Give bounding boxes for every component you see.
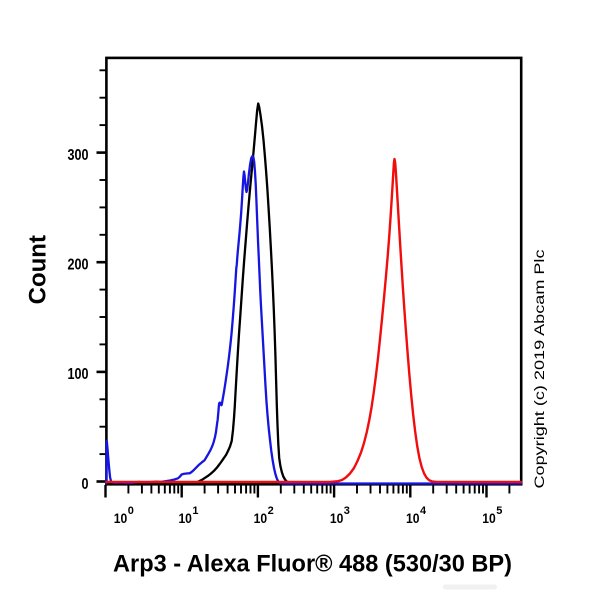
- svg-text:1: 1: [192, 505, 198, 517]
- svg-text:5: 5: [496, 505, 502, 517]
- svg-text:200: 200: [68, 257, 89, 274]
- svg-text:0: 0: [128, 505, 134, 517]
- svg-text:10: 10: [330, 511, 344, 526]
- svg-text:10: 10: [114, 511, 128, 526]
- svg-text:10: 10: [254, 511, 268, 526]
- svg-text:Arp3 - Alexa Fluor® 488 (530/3: Arp3 - Alexa Fluor® 488 (530/30 BP): [113, 551, 512, 578]
- svg-text:10: 10: [178, 511, 192, 526]
- svg-text:100: 100: [68, 366, 89, 383]
- svg-text:Count: Count: [24, 235, 51, 304]
- svg-text:10: 10: [406, 511, 420, 526]
- svg-text:10: 10: [482, 511, 496, 526]
- svg-text:4: 4: [420, 505, 427, 517]
- svg-text:300: 300: [68, 147, 89, 164]
- svg-text:Copyright (c) 2019 Abcam Plc: Copyright (c) 2019 Abcam Plc: [532, 249, 547, 488]
- svg-text:0: 0: [82, 476, 89, 493]
- svg-text:2: 2: [268, 505, 274, 517]
- svg-text:3: 3: [344, 505, 350, 517]
